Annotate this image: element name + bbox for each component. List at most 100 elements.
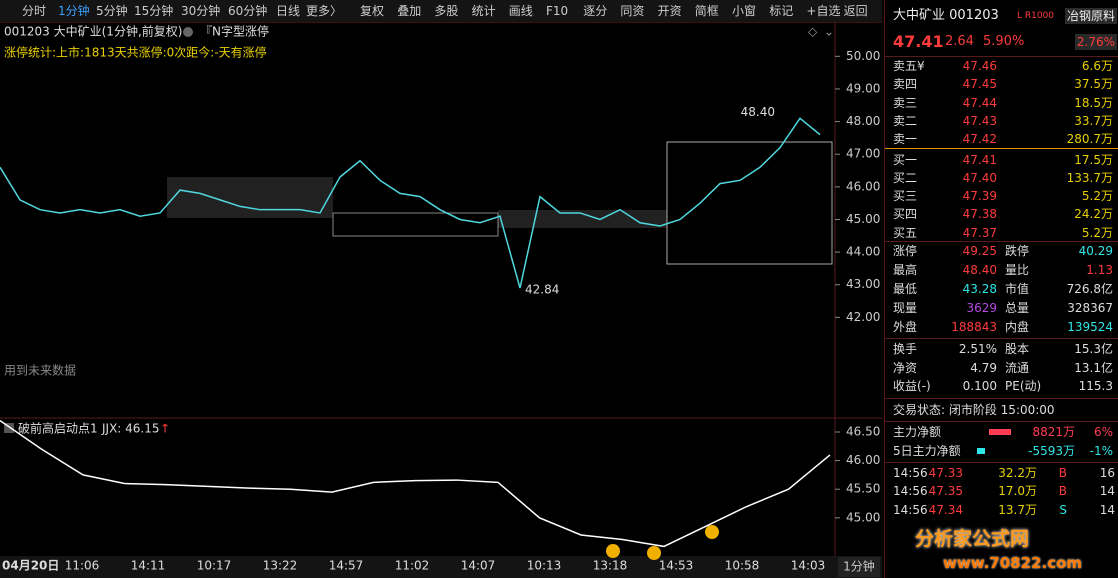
toolbar-button[interactable]: 返回	[843, 4, 868, 18]
dropdown-icon[interactable]	[183, 27, 193, 37]
toolbar-button[interactable]: 叠加	[397, 4, 422, 18]
chart-area: 001203 大中矿业(1分钟,前复权) 『N字型涨停 涨停统计:上市:1813…	[0, 22, 882, 578]
y-tick-label: 43.00	[846, 277, 880, 291]
y-tick-label: 45.00	[846, 212, 880, 226]
flow-pct: 6%	[1093, 425, 1113, 439]
x-tick-label: 14:11	[131, 559, 166, 573]
separator	[885, 56, 1118, 57]
stat-value: 49.25	[962, 244, 997, 258]
stat-value: 48.40	[962, 263, 997, 277]
stat-label: 最低	[893, 282, 918, 296]
separator	[885, 398, 1118, 399]
stat-value: 3629	[966, 301, 997, 315]
book-price: 47.43	[962, 113, 997, 128]
price-annotation: 42.84	[525, 282, 559, 296]
flow-amount: -5593万	[1028, 444, 1075, 458]
period-tab[interactable]: 分时	[22, 4, 47, 18]
book-volume: 18.5万	[1074, 95, 1113, 110]
x-axis-bar	[0, 556, 882, 578]
signal-icon	[647, 546, 661, 560]
y-tick-label: 45.00	[846, 510, 880, 524]
fund-value: 15.3亿	[1074, 342, 1113, 356]
separator	[885, 421, 1118, 422]
book-label: 买五	[893, 225, 918, 240]
flow-label: 主力净额	[893, 425, 942, 439]
stat-label: 跌停	[1005, 244, 1030, 258]
range-box	[498, 210, 667, 228]
y-tick-label: 47.00	[846, 147, 880, 161]
x-tick-label: 14:07	[461, 559, 496, 573]
book-volume: 6.6万	[1081, 59, 1113, 73]
stat-label: 量比	[1005, 263, 1030, 277]
toolbar-button[interactable]: 多股	[434, 4, 459, 18]
indicator-name: 『N字型涨停	[200, 24, 269, 39]
x-tick-label: 04月20日	[2, 559, 59, 573]
toolbar-button[interactable]: 逐分	[583, 4, 608, 18]
x-tick-label: 13:22	[263, 559, 298, 573]
fund-label: 流通	[1005, 360, 1030, 375]
toolbar-button[interactable]: 小窗	[732, 4, 757, 18]
separator	[885, 241, 1118, 242]
flow-label: 5日主力净额	[893, 444, 961, 458]
book-label: 卖四	[893, 77, 918, 92]
period-tab[interactable]: 5分钟	[96, 4, 128, 18]
toolbar-button[interactable]: 同资	[620, 4, 645, 18]
trade-status: 交易状态: 闭市阶段 15:00:00	[893, 403, 1055, 417]
stat-value: 40.29	[1078, 244, 1113, 258]
period-tab[interactable]: 60分钟	[228, 4, 268, 18]
book-volume: 17.5万	[1074, 152, 1113, 167]
stat-label: 最高	[893, 263, 918, 277]
trade-time: 14:56	[893, 484, 928, 499]
toolbar-button[interactable]: 统计	[471, 4, 496, 18]
trade-side: B	[1058, 484, 1067, 499]
book-price: 47.42	[962, 132, 997, 147]
stat-label: 现量	[893, 301, 918, 315]
toolbar-button[interactable]: +自选	[806, 4, 841, 18]
indicator-value: JJX: 46.15	[101, 422, 160, 436]
book-price: 47.45	[962, 77, 997, 92]
book-price: 47.38	[962, 207, 997, 222]
fund-value: 0.100	[962, 379, 997, 394]
fund-label: 换手	[893, 342, 918, 356]
period-tab[interactable]: 1分钟	[58, 4, 90, 18]
period-tab[interactable]: 30分钟	[181, 4, 221, 18]
toolbar: 分时 1分钟 5分钟 15分钟 30分钟 60分钟 日线 更多〉 复权 叠加 多股 统计 画线 F10 逐分…	[0, 0, 882, 23]
period-tab[interactable]: 日线	[276, 4, 301, 18]
period-tab[interactable]: 更多〉	[306, 4, 343, 18]
toolbar-button[interactable]: 画线	[508, 4, 533, 18]
book-volume: 133.7万	[1066, 170, 1113, 185]
fund-value: 115.3	[1078, 379, 1113, 394]
fund-label: PE(动)	[1005, 379, 1042, 394]
fund-value: 13.1亿	[1074, 360, 1113, 375]
price-annotation: 48.40	[741, 105, 775, 119]
price-change-pct: 5.90%	[983, 34, 1025, 49]
toolbar-button[interactable]: 复权	[360, 4, 385, 18]
x-tick-label: 10:58	[725, 559, 760, 573]
x-tick-label: 11:06	[65, 559, 100, 573]
stat-value: 328367	[1067, 301, 1113, 315]
price-line	[0, 117, 821, 289]
icon[interactable]: ⌄	[824, 25, 834, 39]
book-price: 47.37	[962, 225, 997, 240]
y-tick-label: 45.50	[846, 482, 880, 496]
toolbar-button[interactable]: F10	[546, 4, 569, 18]
y-tick-label: 46.50	[846, 425, 880, 439]
book-volume: 280.7万	[1066, 132, 1113, 147]
book-label: 卖三	[893, 95, 918, 110]
sector-tag: 冶钢原料	[1064, 8, 1117, 24]
icon[interactable]: ◇	[808, 25, 818, 39]
indicator-icon[interactable]	[4, 423, 14, 433]
period-button[interactable]	[838, 557, 880, 577]
toolbar-button[interactable]: 开资	[657, 4, 682, 18]
toolbar-button[interactable]: 标记	[769, 4, 794, 18]
book-label: 卖五¥	[893, 59, 925, 73]
book-volume: 37.5万	[1074, 77, 1113, 92]
book-label: 买二	[893, 170, 918, 185]
flow-indicator	[989, 429, 1011, 435]
book-volume: 33.7万	[1074, 113, 1113, 128]
book-price: 47.44	[962, 95, 997, 110]
toolbar-button[interactable]: 简框	[694, 4, 719, 18]
period-tab[interactable]: 15分钟	[134, 4, 174, 18]
y-tick-label: 49.00	[846, 81, 880, 95]
